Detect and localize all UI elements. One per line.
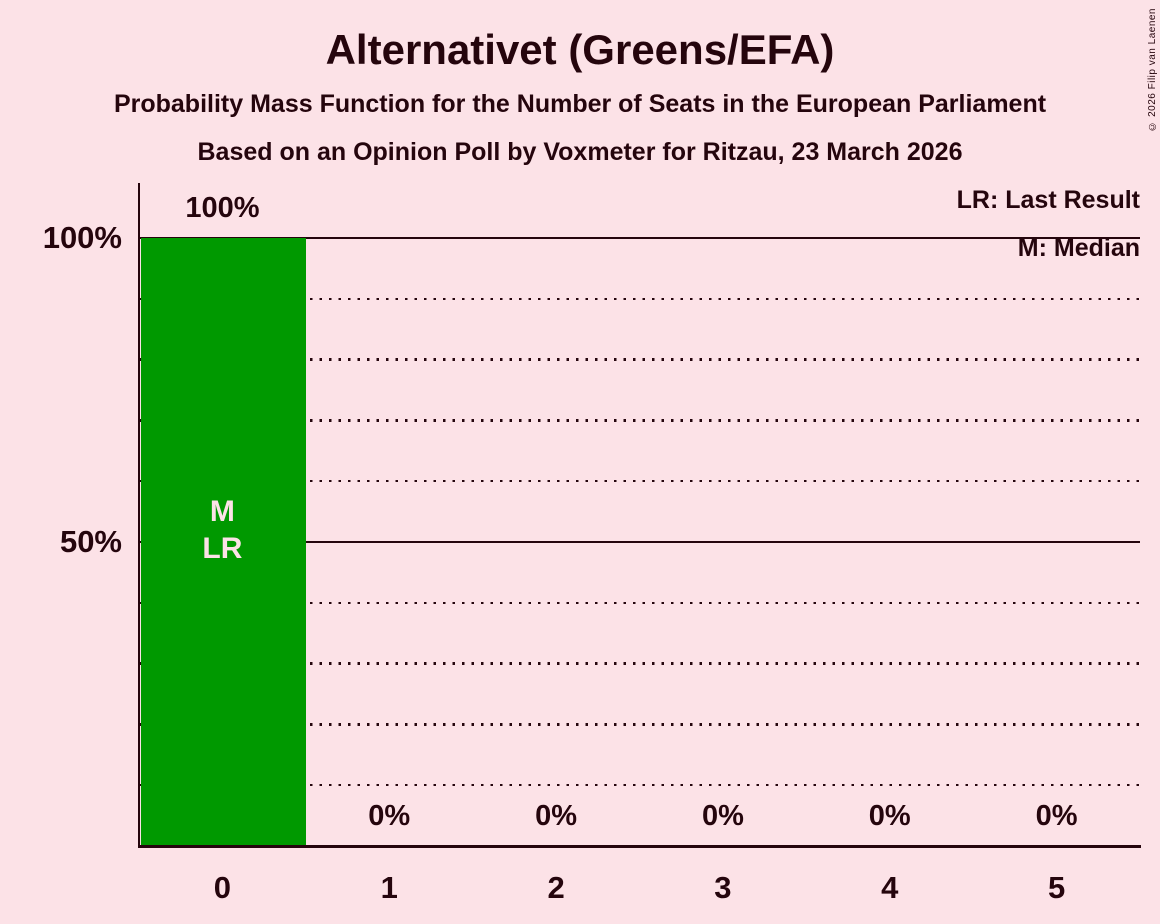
- gridline-60pct: [139, 479, 1140, 483]
- gridline-100pct: [139, 236, 1140, 240]
- bar-seat-0: [141, 238, 306, 846]
- legend-median: M: Median: [1017, 234, 1140, 262]
- x-axis-label-seat-4: 4: [881, 870, 899, 905]
- bar-value-label-seat-4: 0%: [868, 800, 911, 832]
- gridline-40pct: [139, 601, 1140, 605]
- x-axis-line: [137, 845, 1141, 848]
- bar-annotation-median-lastresult: M LR: [202, 495, 243, 565]
- gridline-30pct: [139, 662, 1140, 665]
- x-axis-label-seat-5: 5: [1047, 870, 1066, 905]
- gridline-90pct: [139, 297, 1140, 301]
- x-axis-label-seat-3: 3: [714, 870, 732, 905]
- bar-value-label-seat-0: 100%: [185, 192, 260, 224]
- gridline-20pct: [139, 723, 1140, 726]
- gridline-80pct: [139, 358, 1140, 361]
- bar-value-label-seat-2: 0%: [535, 800, 578, 832]
- legend-last-result: LR: Last Result: [956, 186, 1140, 214]
- x-axis-label-seat-1: 1: [380, 870, 398, 905]
- x-axis-label-seat-0: 0: [213, 870, 232, 905]
- chart-title: Alternativet (Greens/EFA): [325, 26, 835, 73]
- y-tick-label-50: 50%: [59, 524, 122, 559]
- chart-subtitle-poll: Based on an Opinion Poll by Voxmeter for…: [197, 138, 963, 166]
- y-axis-line: [137, 183, 140, 848]
- bar-value-label-seat-1: 0%: [368, 800, 411, 832]
- y-tick-label-100: 100%: [42, 220, 122, 255]
- gridline-50pct: [139, 540, 1140, 544]
- copyright-notice: © 2026 Filip van Laenen: [1147, 8, 1158, 132]
- chart-subtitle-function: Probability Mass Function for the Number…: [113, 90, 1047, 118]
- bar-value-label-seat-5: 0%: [1035, 800, 1078, 832]
- x-axis-label-seat-2: 2: [547, 870, 565, 905]
- bar-value-label-seat-3: 0%: [701, 800, 744, 832]
- gridline-70pct: [139, 419, 1140, 422]
- gridline-10pct: [139, 783, 1140, 787]
